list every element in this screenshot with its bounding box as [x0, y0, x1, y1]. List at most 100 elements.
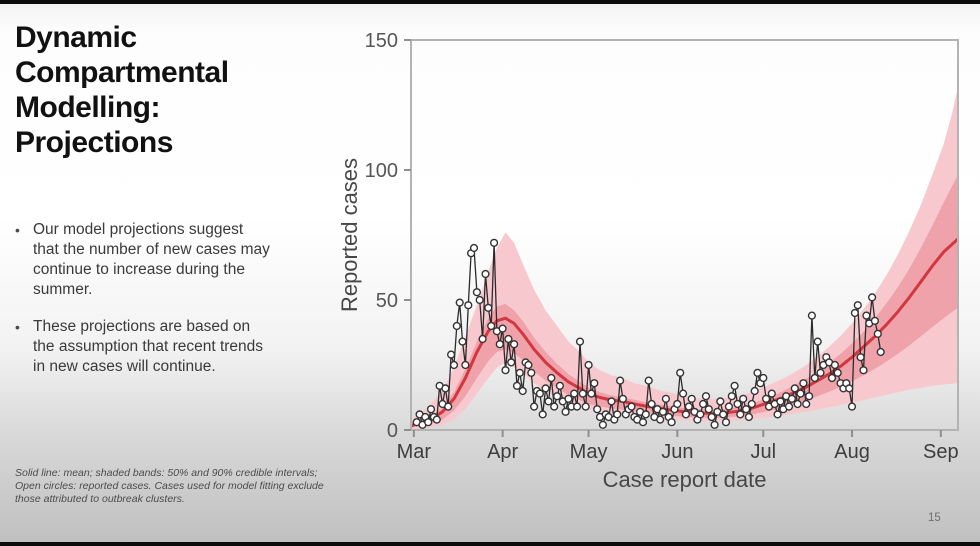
case-marker — [716, 397, 725, 406]
case-marker — [469, 243, 479, 253]
case-marker — [796, 389, 805, 398]
case-marker — [813, 337, 822, 346]
y-tick-label: 50 — [376, 290, 398, 312]
case-marker — [627, 402, 636, 411]
case-marker — [661, 394, 671, 403]
case-marker — [518, 386, 527, 396]
case-marker — [550, 402, 559, 411]
case-marker — [759, 373, 768, 383]
case-marker — [804, 392, 814, 401]
case-marker — [481, 269, 490, 279]
case-marker — [544, 397, 553, 406]
case-marker — [721, 418, 731, 427]
case-marker — [564, 394, 573, 403]
case-marker — [750, 386, 759, 396]
case-marker — [687, 394, 696, 403]
case-marker — [761, 394, 771, 403]
case-marker — [598, 420, 608, 429]
case-marker — [870, 316, 880, 325]
y-tick-label: 150 — [365, 30, 398, 52]
case-marker — [684, 402, 693, 411]
case-marker — [853, 301, 862, 310]
case-marker — [512, 381, 522, 390]
y-axis-title: Reported cases — [337, 158, 362, 312]
case-marker — [575, 337, 585, 346]
case-marker — [673, 399, 682, 409]
case-marker — [507, 358, 516, 367]
case-marker — [784, 402, 794, 411]
case-marker — [727, 392, 736, 401]
y-tick-label: 0 — [387, 420, 398, 442]
mean-line — [410, 237, 960, 428]
bullet-text: These projections are based on the assum… — [33, 318, 264, 375]
case-marker — [607, 397, 616, 406]
case-marker — [741, 405, 751, 414]
x-tick-label: Apr — [487, 441, 518, 463]
letterbox-top — [0, 0, 980, 4]
case-marker — [873, 329, 882, 338]
x-tick-label: May — [570, 441, 608, 463]
case-marker — [478, 334, 487, 344]
case-marker — [515, 368, 524, 377]
plot-border — [410, 39, 959, 431]
case-marker — [572, 402, 582, 411]
case-marker — [658, 407, 668, 416]
case-marker — [807, 311, 817, 320]
case-marker — [613, 410, 622, 419]
case-marker — [495, 340, 504, 349]
case-marker — [678, 389, 688, 398]
bullet-item: • Our model projections suggest that the… — [15, 220, 283, 300]
case-marker — [541, 384, 550, 393]
case-marker — [676, 368, 685, 377]
case-marker — [509, 340, 519, 349]
case-marker — [724, 402, 734, 411]
case-marker — [555, 381, 565, 390]
case-marker — [698, 399, 708, 409]
case-marker — [799, 379, 808, 388]
letterbox-bottom — [0, 542, 980, 546]
case-marker — [570, 389, 579, 398]
case-marker — [704, 405, 713, 414]
bullet-item: • These projections are based on the ass… — [15, 317, 283, 377]
case-marker — [593, 405, 602, 414]
x-tick-label: Mar — [397, 441, 432, 463]
case-marker — [447, 350, 456, 359]
case-marker — [578, 389, 587, 398]
case-marker — [527, 368, 536, 377]
case-marker — [856, 353, 865, 362]
case-marker — [733, 399, 742, 409]
bullet-list: • Our model projections suggest that the… — [15, 220, 283, 394]
case-marker — [524, 360, 533, 370]
case-marker — [444, 402, 453, 411]
case-marker — [458, 337, 467, 346]
case-marker — [452, 321, 461, 331]
x-tick-label: Aug — [834, 441, 870, 463]
case-marker — [736, 410, 745, 419]
case-marker — [833, 368, 842, 377]
case-marker — [641, 410, 650, 419]
case-marker — [581, 402, 590, 411]
case-marker — [472, 288, 482, 297]
bullet-text: Our model projections suggest that the n… — [33, 221, 270, 298]
case-marker — [475, 295, 484, 305]
case-marker — [424, 418, 433, 427]
case-marker — [487, 321, 496, 331]
case-marker — [547, 373, 556, 383]
case-marker — [461, 360, 470, 370]
case-marker — [587, 389, 596, 398]
page-number: 15 — [928, 512, 941, 524]
chart-footnote: Solid line: mean; shaded bands: 50% and … — [15, 466, 324, 505]
observed-markers — [412, 238, 885, 429]
case-marker — [710, 420, 719, 429]
case-marker — [773, 410, 782, 419]
case-marker — [739, 394, 748, 403]
case-marker — [753, 368, 762, 377]
case-marker — [730, 381, 739, 390]
case-marker — [426, 405, 436, 414]
case-marker — [719, 410, 728, 419]
case-marker — [644, 376, 653, 385]
case-marker — [776, 397, 785, 406]
case-marker — [810, 373, 819, 383]
case-marker — [667, 418, 676, 427]
